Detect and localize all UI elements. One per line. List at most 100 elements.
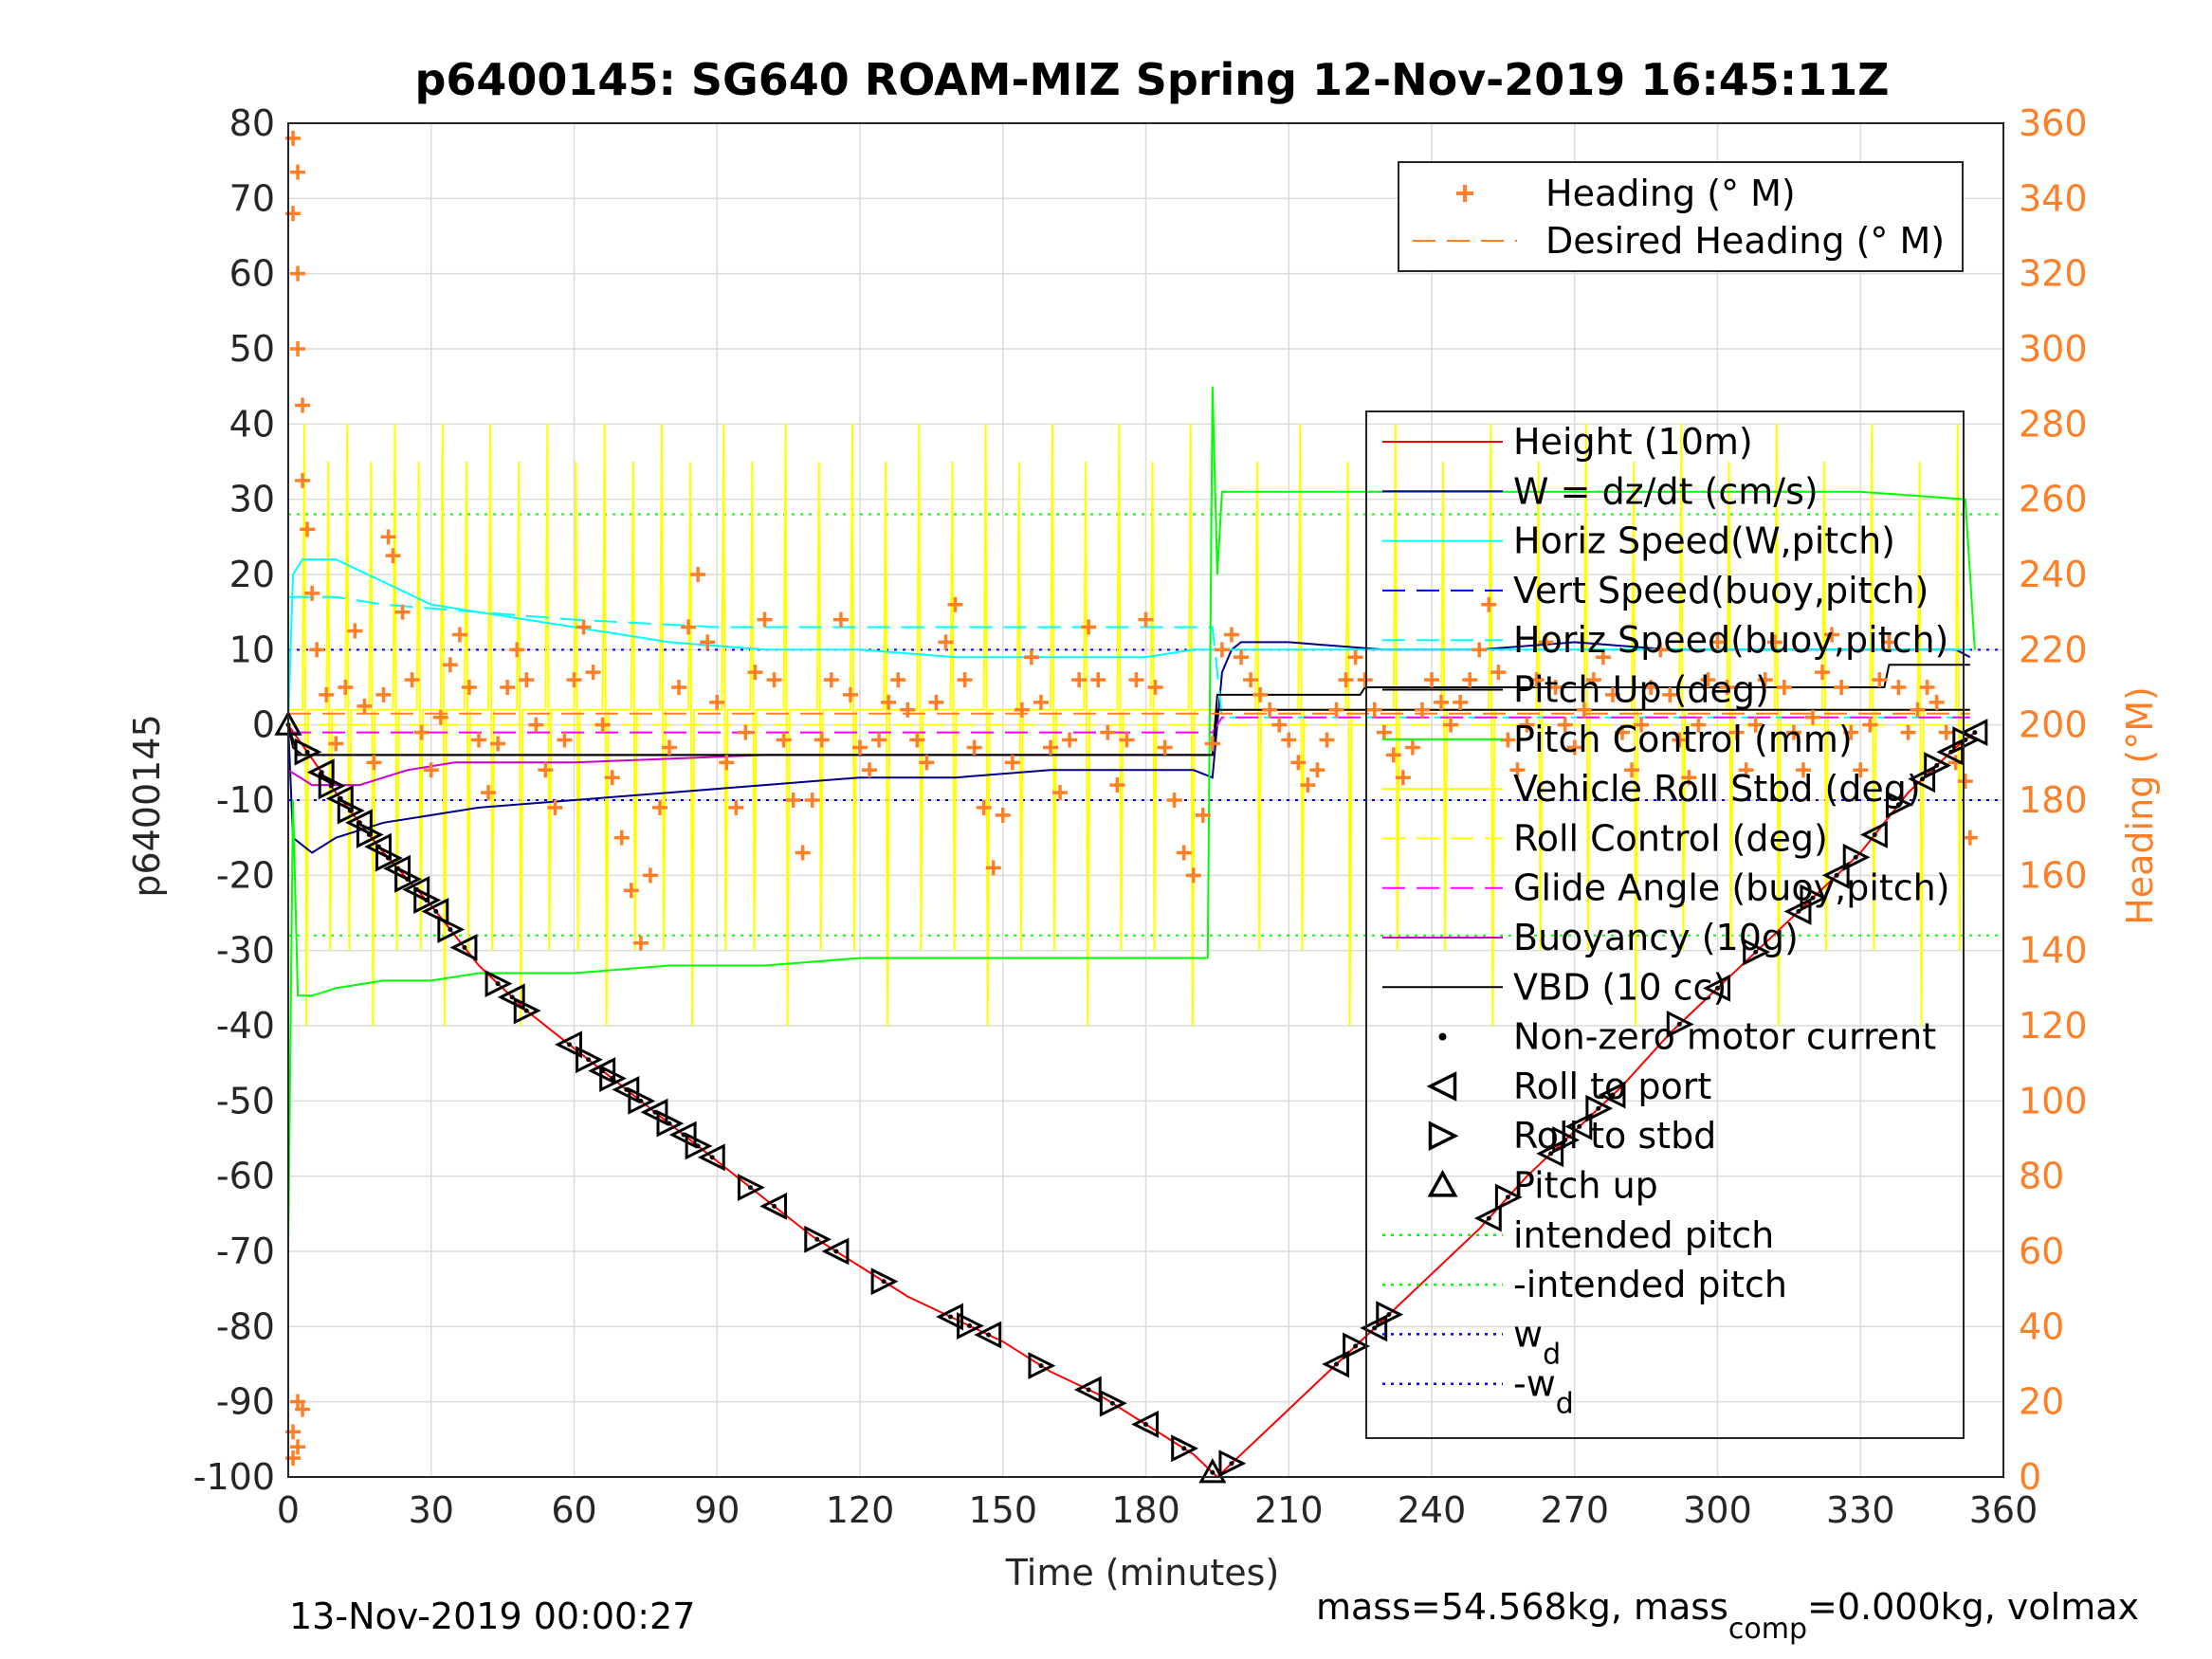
- heading-point: [1434, 694, 1450, 710]
- y-tick-label-right: 360: [2019, 102, 2088, 144]
- y-tick-label-left: -50: [216, 1080, 275, 1121]
- motor-current-dot: [1210, 1469, 1216, 1475]
- heading-point: [1271, 717, 1288, 733]
- legend-sample: [1427, 1169, 1458, 1197]
- y-tick-label-left: -70: [216, 1231, 275, 1272]
- heading-point: [1357, 672, 1373, 688]
- legend-label-text: Glide Angle (buoy,pitch): [1513, 867, 1950, 909]
- heading-points: [285, 130, 1978, 1467]
- motor-current-dot: [1353, 1343, 1359, 1349]
- heading-point: [481, 785, 497, 801]
- heading-point: [1195, 807, 1211, 823]
- roll-stbd-marker: [318, 772, 346, 800]
- heading-point: [1023, 649, 1039, 665]
- motor-current-dot: [1548, 1151, 1554, 1157]
- footer-mass-prefix: mass=54.568kg, mass: [1316, 1586, 1728, 1628]
- series-pitch-control-dive: [287, 799, 1208, 1252]
- heading-point: [938, 634, 954, 650]
- heading-point: [375, 686, 392, 702]
- legend-label-text: -intended pitch: [1513, 1264, 1787, 1305]
- roll-port-marker: [1859, 821, 1888, 848]
- legend-label: Buoyancy (10g): [1513, 917, 1799, 958]
- heading-point: [1595, 649, 1611, 665]
- motor-current-dot: [424, 898, 430, 903]
- legend-heading: Heading (° M) Desired Heading (° M): [1398, 161, 1964, 272]
- pitch-roll-markers: [274, 710, 1988, 1484]
- heading-point: [1243, 672, 1259, 688]
- heading-point: [862, 762, 878, 778]
- y-tick-label-right: 300: [2019, 328, 2088, 370]
- y-tick-label-left: 70: [229, 177, 275, 219]
- heading-point: [890, 672, 906, 688]
- roll-port-marker: [588, 1057, 616, 1085]
- y-tick-label-right: 100: [2019, 1080, 2088, 1121]
- heading-point: [785, 793, 801, 808]
- heading-point: [1443, 717, 1459, 733]
- roll-stbd-marker: [437, 916, 466, 943]
- x-tick-label: 180: [1111, 1489, 1180, 1531]
- heading-point: [557, 732, 573, 748]
- heading-point: [509, 642, 525, 658]
- heading-point: [1962, 830, 1978, 846]
- heading-point: [309, 642, 325, 658]
- y-tick-label-right: 260: [2019, 479, 2088, 520]
- motor-current-dot: [681, 1132, 686, 1138]
- heading-point: [709, 694, 725, 710]
- heading-point: [814, 732, 830, 748]
- heading-point: [304, 585, 320, 601]
- legend-label-text: Horiz Speed(buoy,pitch): [1513, 619, 1948, 661]
- heading-point: [1700, 672, 1716, 688]
- heading-point: [1538, 634, 1554, 650]
- heading-point: [852, 739, 868, 756]
- motor-current-dot: [1972, 730, 1978, 736]
- motor-current-dot: [386, 855, 392, 861]
- heading-point: [1385, 747, 1401, 763]
- roll-stbd-marker: [1099, 1389, 1127, 1417]
- heading-point: [585, 665, 601, 681]
- roll-stbd-marker: [656, 1109, 685, 1138]
- heading-point: [1395, 770, 1411, 786]
- y-tick-label-left: -30: [216, 930, 275, 972]
- x-tick-label: 360: [1969, 1489, 2038, 1531]
- legend-label-text: Height (10m): [1513, 421, 1753, 463]
- legend-label-text: Non-zero motor current: [1513, 1016, 1936, 1058]
- y-tick-label-right: 220: [2019, 629, 2088, 670]
- heading-point: [671, 680, 687, 695]
- y-tick-label-left: 60: [229, 253, 275, 295]
- series-horiz-speed: [287, 558, 1970, 725]
- roll-port-marker: [1598, 1081, 1626, 1109]
- legend-label-text: Roll to stbd: [1513, 1115, 1716, 1157]
- legend-label: wd: [1513, 1313, 1561, 1371]
- roll-stbd-marker: [1218, 1449, 1247, 1478]
- heading-point: [500, 680, 516, 695]
- heading-point: [651, 799, 667, 815]
- legend-label-sub: d: [1556, 1388, 1574, 1421]
- heading-point: [1719, 680, 1735, 695]
- legend-label: Non-zero motor current: [1513, 1016, 1936, 1058]
- motor-current-dot: [523, 1008, 529, 1013]
- y-tick-labels-right: 3603403203002802602402202001801601401201…: [2019, 102, 2088, 1498]
- roll-stbd-marker: [737, 1174, 765, 1201]
- roll-stbd-marker: [1171, 1434, 1199, 1463]
- legend-label: Glide Angle (buoy,pitch): [1513, 867, 1950, 909]
- heading-point: [823, 672, 839, 688]
- motor-current-dot: [366, 831, 372, 837]
- heading-point: [1262, 702, 1278, 718]
- heading-point: [1785, 724, 1801, 740]
- legend-label-text: Pitch up: [1513, 1165, 1658, 1207]
- roll-port-marker: [759, 1192, 788, 1220]
- motor-current-dot: [1853, 854, 1858, 860]
- x-tick-label: 300: [1683, 1489, 1752, 1531]
- roll-port-marker: [697, 1143, 725, 1172]
- heading-point: [1624, 762, 1640, 778]
- y-tick-label-left: -90: [216, 1381, 275, 1423]
- y-tick-label-right: 160: [2019, 854, 2088, 896]
- heading-point: [471, 732, 486, 748]
- y-tick-label-right: 340: [2019, 177, 2088, 219]
- motor-current-dot: [1038, 1363, 1044, 1369]
- y-tick-label-right: 180: [2019, 779, 2088, 821]
- heading-point: [1662, 686, 1678, 702]
- roll-port-marker: [668, 1121, 697, 1149]
- heading-point: [1500, 732, 1516, 748]
- motor-current-dot: [947, 1314, 953, 1320]
